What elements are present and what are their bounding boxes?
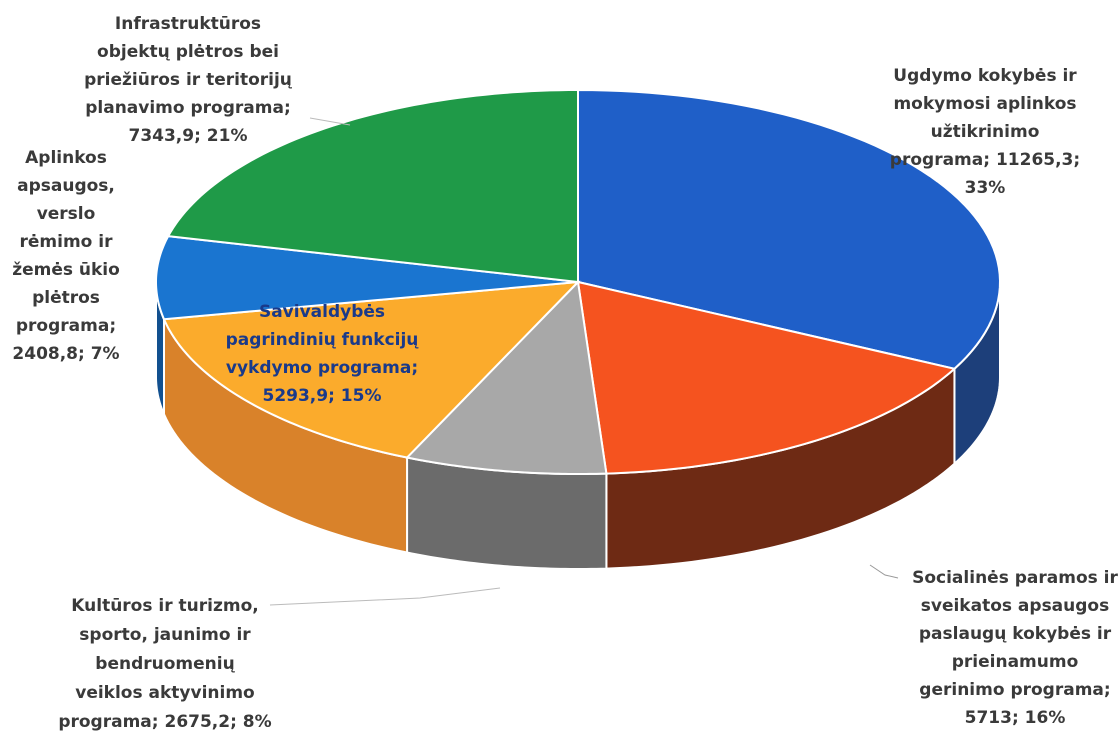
data-label: pagrindinių funkcijų (226, 330, 420, 350)
data-label: 7343,9; 21% (128, 126, 247, 146)
data-label: Aplinkos (25, 148, 107, 168)
labels: Ugdymo kokybės ir mokymosi aplinkos užtikr… (12, 14, 1118, 732)
data-label: vykdymo programa; (226, 358, 418, 378)
data-label: 5293,9; 15% (262, 386, 381, 406)
slice (155, 235, 579, 321)
data-label: programa; (16, 316, 116, 336)
data-label: rėmimo ir (20, 232, 114, 252)
data-label: bendruomenių (95, 654, 235, 674)
data-label: objektų plėtros bei (97, 42, 279, 62)
data-label: prieinamumo (952, 652, 1079, 672)
leader-line (309, 117, 351, 126)
data-label: programa; 2675,2; 8% (58, 712, 271, 732)
data-label: 5713; 16% (965, 708, 1066, 728)
data-label: veiklos aktyvinimo (75, 683, 255, 703)
data-label: Savivaldybės (259, 302, 385, 322)
slice (166, 88, 579, 284)
data-label: planavimo programa; (85, 98, 291, 118)
slice (577, 88, 1001, 370)
data-label: Ugdymo kokybės ir (893, 66, 1077, 86)
data-label: verslo (37, 204, 96, 224)
data-label: 2408,8; 7% (12, 344, 119, 364)
data-label: priežiūros ir teritorijų (84, 70, 293, 90)
data-label: Socialinės paramos ir (912, 568, 1118, 588)
pie-sides (155, 281, 1001, 570)
data-label: programa; 11265,3; (890, 150, 1080, 170)
data-label: Infrastruktūros (115, 14, 261, 34)
slice (576, 280, 957, 475)
data-label: Kultūros ir turizmo, (71, 596, 258, 616)
data-label: mokymosi aplinkos (893, 94, 1076, 114)
data-label: užtikrinimo (931, 122, 1040, 142)
data-label: paslaugų kokybės ir (919, 624, 1112, 644)
slice (162, 280, 581, 459)
data-label: sporto, jaunimo ir (79, 625, 251, 645)
data-label: gerinimo programa; (919, 680, 1110, 700)
pie-tops (155, 88, 1001, 475)
data-label: apsaugos, (17, 176, 115, 196)
data-label: plėtros (32, 288, 100, 308)
slice (405, 279, 608, 475)
data-label: žemės ūkio (12, 260, 120, 280)
leader-line (869, 564, 899, 579)
data-label: sveikatos apsaugos (921, 596, 1109, 616)
leader-line (269, 587, 501, 606)
data-label: 33% (965, 178, 1006, 198)
